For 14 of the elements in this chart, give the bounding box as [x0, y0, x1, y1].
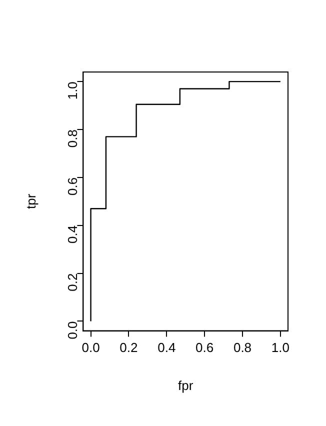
x-tick-label: 0.4: [158, 340, 176, 356]
y-tick-label: 1.0: [64, 82, 80, 100]
x-tick-label: 0.6: [196, 340, 214, 356]
x-tick-label: 0.2: [120, 340, 138, 356]
y-tick-label: 0.0: [64, 321, 80, 340]
y-tick-label: 0.2: [64, 273, 80, 292]
x-tick-label: 0.8: [233, 340, 252, 356]
x-tick-label: 1.0: [271, 340, 290, 356]
y-axis-title: tpr: [23, 193, 38, 209]
y-tick-label: 0.6: [64, 177, 80, 196]
x-axis-title: fpr: [178, 378, 194, 393]
y-tick-label: 0.8: [64, 130, 80, 148]
y-tick-label: 0.4: [64, 225, 80, 244]
x-tick-label: 0.0: [82, 340, 100, 356]
